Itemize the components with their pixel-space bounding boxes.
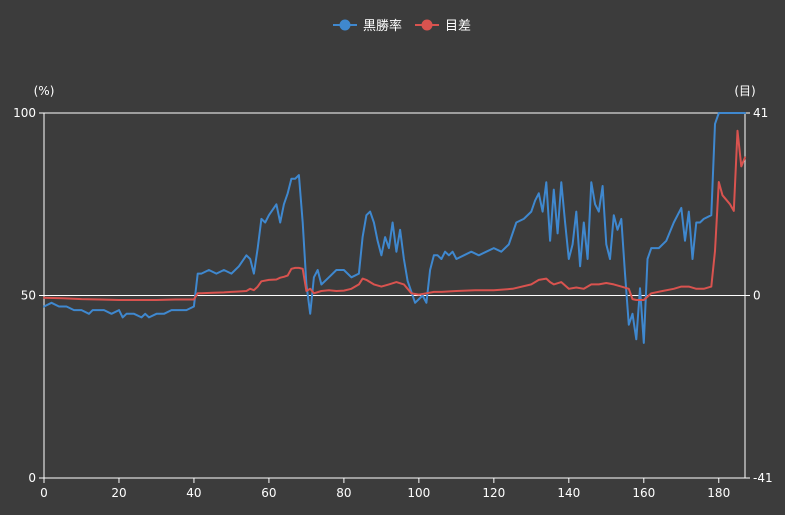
x-tick-label: 120	[482, 486, 505, 500]
y-left-unit-label: (%)	[34, 84, 55, 98]
legend-item-1[interactable]: 目差	[415, 19, 471, 34]
y-right-unit-label: (目)	[734, 84, 755, 98]
x-tick-label: 0	[40, 486, 48, 500]
legend-marker-1	[421, 19, 433, 31]
y-right-tick-label: -41	[753, 471, 773, 485]
x-tick-label: 100	[407, 486, 430, 500]
series-line-0	[43, 112, 746, 344]
y-right-tick-label: 0	[753, 289, 761, 303]
x-tick-label: 40	[186, 486, 201, 500]
x-tick-label: 20	[111, 486, 126, 500]
legend-marker-0	[339, 19, 351, 31]
x-tick-label: 80	[336, 486, 351, 500]
x-tick-label: 180	[707, 486, 730, 500]
ticks: 0 50 100 -41 0 41 0 20 40 60 80 100 120 140 160 180	[13, 106, 773, 500]
y-left-tick-label: 100	[13, 106, 36, 120]
x-tick-label: 140	[557, 486, 580, 500]
y-right-tick-label: 41	[753, 106, 768, 120]
legend-item-0[interactable]: 黒勝率	[333, 18, 402, 34]
x-tick-label: 60	[261, 486, 276, 500]
legend[interactable]: 黒勝率 目差	[333, 18, 471, 34]
series-layer	[43, 112, 746, 344]
legend-label-1: 目差	[445, 19, 471, 34]
x-tick-label: 160	[632, 486, 655, 500]
y-left-tick-label: 50	[21, 289, 36, 303]
legend-label-0: 黒勝率	[363, 18, 402, 34]
series-line-1	[43, 129, 746, 301]
y-left-tick-label: 0	[28, 471, 36, 485]
